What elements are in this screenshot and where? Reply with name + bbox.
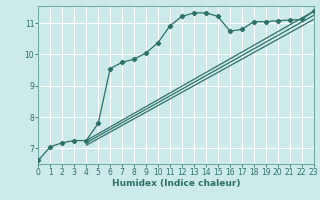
X-axis label: Humidex (Indice chaleur): Humidex (Indice chaleur) (112, 179, 240, 188)
